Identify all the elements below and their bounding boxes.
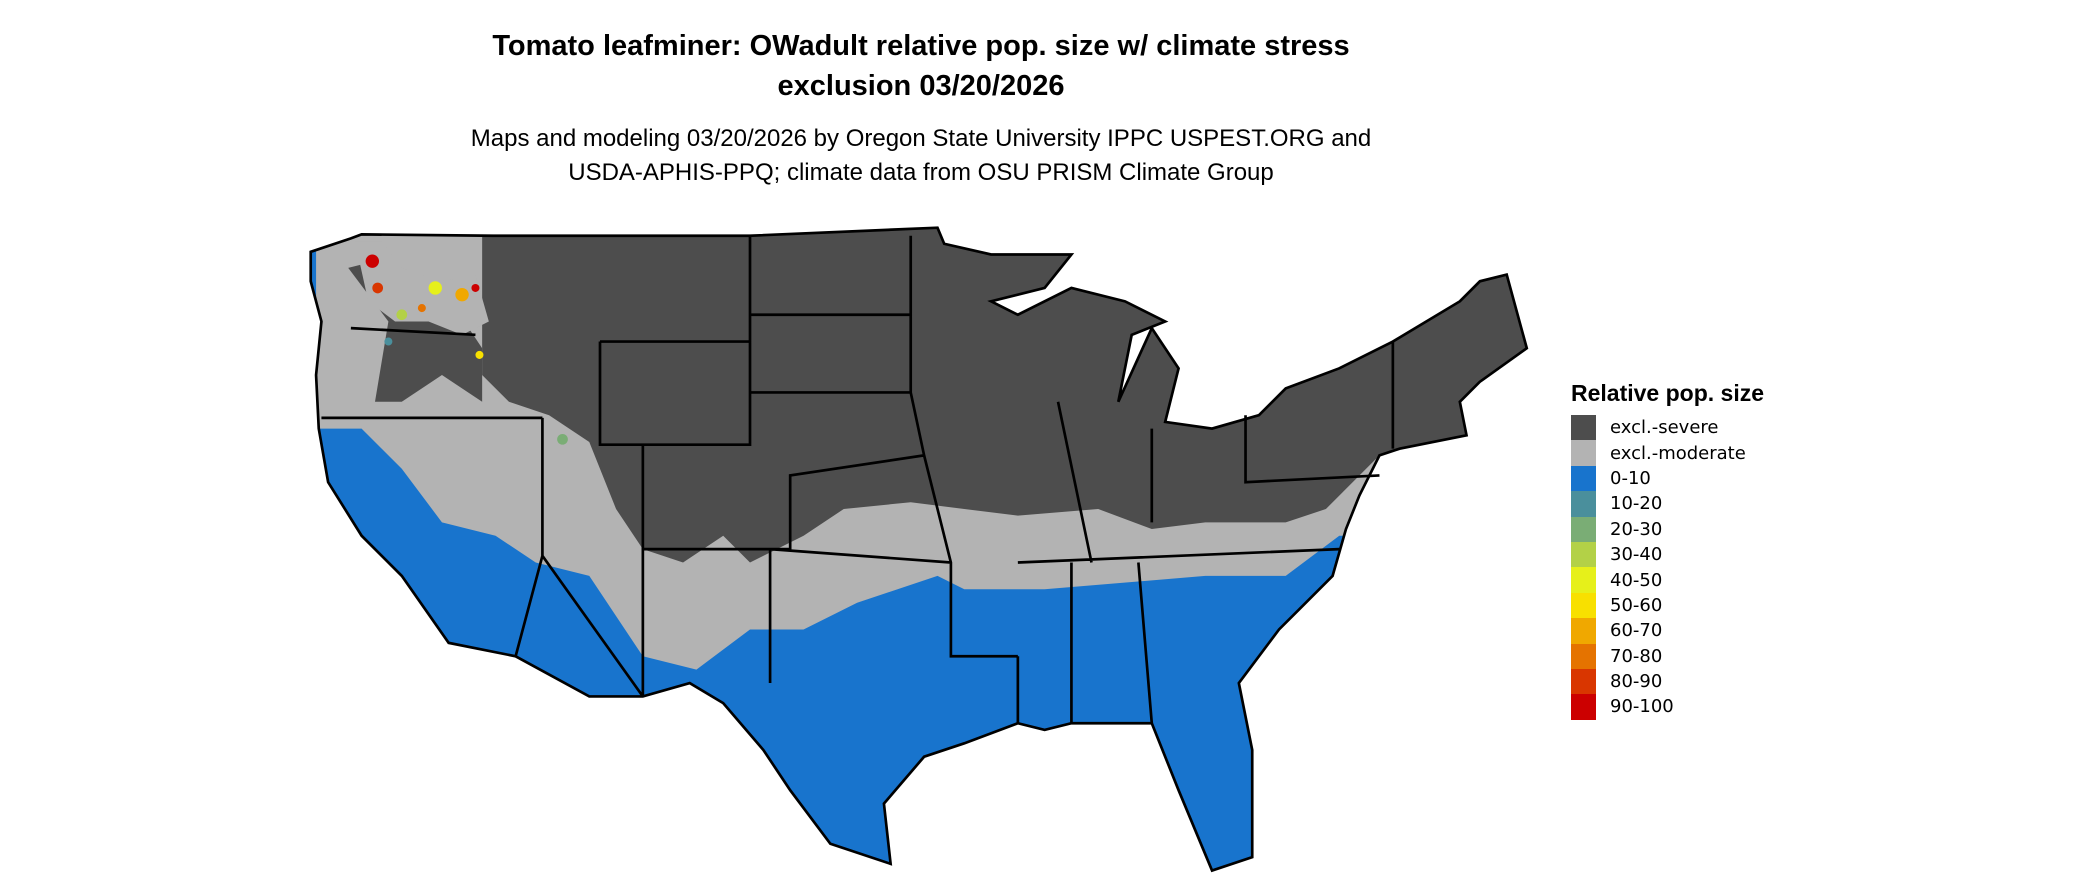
legend-label: excl.-moderate [1610, 442, 1746, 464]
legend-item: 40-50 [1571, 567, 1764, 593]
legend-item: 0-10 [1571, 465, 1764, 492]
legend-label: 30-40 [1610, 544, 1663, 566]
legend-swatch [1571, 618, 1596, 644]
state-borders [309, 226, 1529, 872]
region-excl-severe [482, 227, 1527, 563]
legend-title: Relative pop. size [1571, 380, 1765, 406]
legend-label: 10-20 [1610, 493, 1663, 515]
map-title-line2: exclusion 03/20/2026 [777, 70, 1065, 102]
legend-item: 30-40 [1571, 541, 1764, 568]
legend-label: 50-60 [1610, 594, 1663, 616]
legend-swatch [1571, 415, 1596, 441]
legend-label: 90-100 [1610, 696, 1674, 718]
legend-swatch [1571, 465, 1596, 492]
legend-swatch [1571, 440, 1596, 466]
legend-swatch [1571, 668, 1596, 695]
legend-item: excl.-severe [1571, 415, 1764, 441]
legend-label: 0-10 [1610, 467, 1651, 489]
legend-item: excl.-moderate [1571, 440, 1764, 466]
legend-swatch [1571, 694, 1596, 720]
legend-item: 50-60 [1571, 592, 1764, 619]
legend-swatch [1571, 541, 1596, 568]
legend-swatch [1571, 592, 1596, 619]
legend-item: 90-100 [1571, 694, 1764, 720]
legend-item: 10-20 [1571, 491, 1764, 517]
legend-label: 20-30 [1610, 518, 1663, 540]
legend-item: 20-30 [1571, 516, 1764, 542]
legend-item: 60-70 [1571, 618, 1764, 644]
legend-swatch [1571, 643, 1596, 669]
legend-item: 80-90 [1571, 668, 1764, 695]
legend: Relative pop. size excl.-severe excl.-mod… [1571, 380, 1764, 720]
legend-label: 40-50 [1610, 569, 1663, 591]
map-subtitle-line2: USDA-APHIS-PPQ; climate data from OSU PR… [568, 159, 1274, 186]
legend-item: 70-80 [1571, 643, 1764, 669]
map-title-line1: Tomato leafminer: OWadult relative pop. … [492, 30, 1350, 62]
legend-label: 80-90 [1610, 671, 1663, 693]
high-suitability-speckles [365, 254, 568, 445]
map-subtitle-line1: Maps and modeling 03/20/2026 by Oregon S… [470, 125, 1372, 152]
legend-swatch [1571, 516, 1596, 542]
legend-swatch [1571, 567, 1596, 593]
legend-label: excl.-severe [1610, 417, 1719, 439]
legend-label: 70-80 [1610, 645, 1663, 667]
legend-label: 60-70 [1610, 620, 1663, 642]
legend-swatch [1571, 491, 1596, 517]
